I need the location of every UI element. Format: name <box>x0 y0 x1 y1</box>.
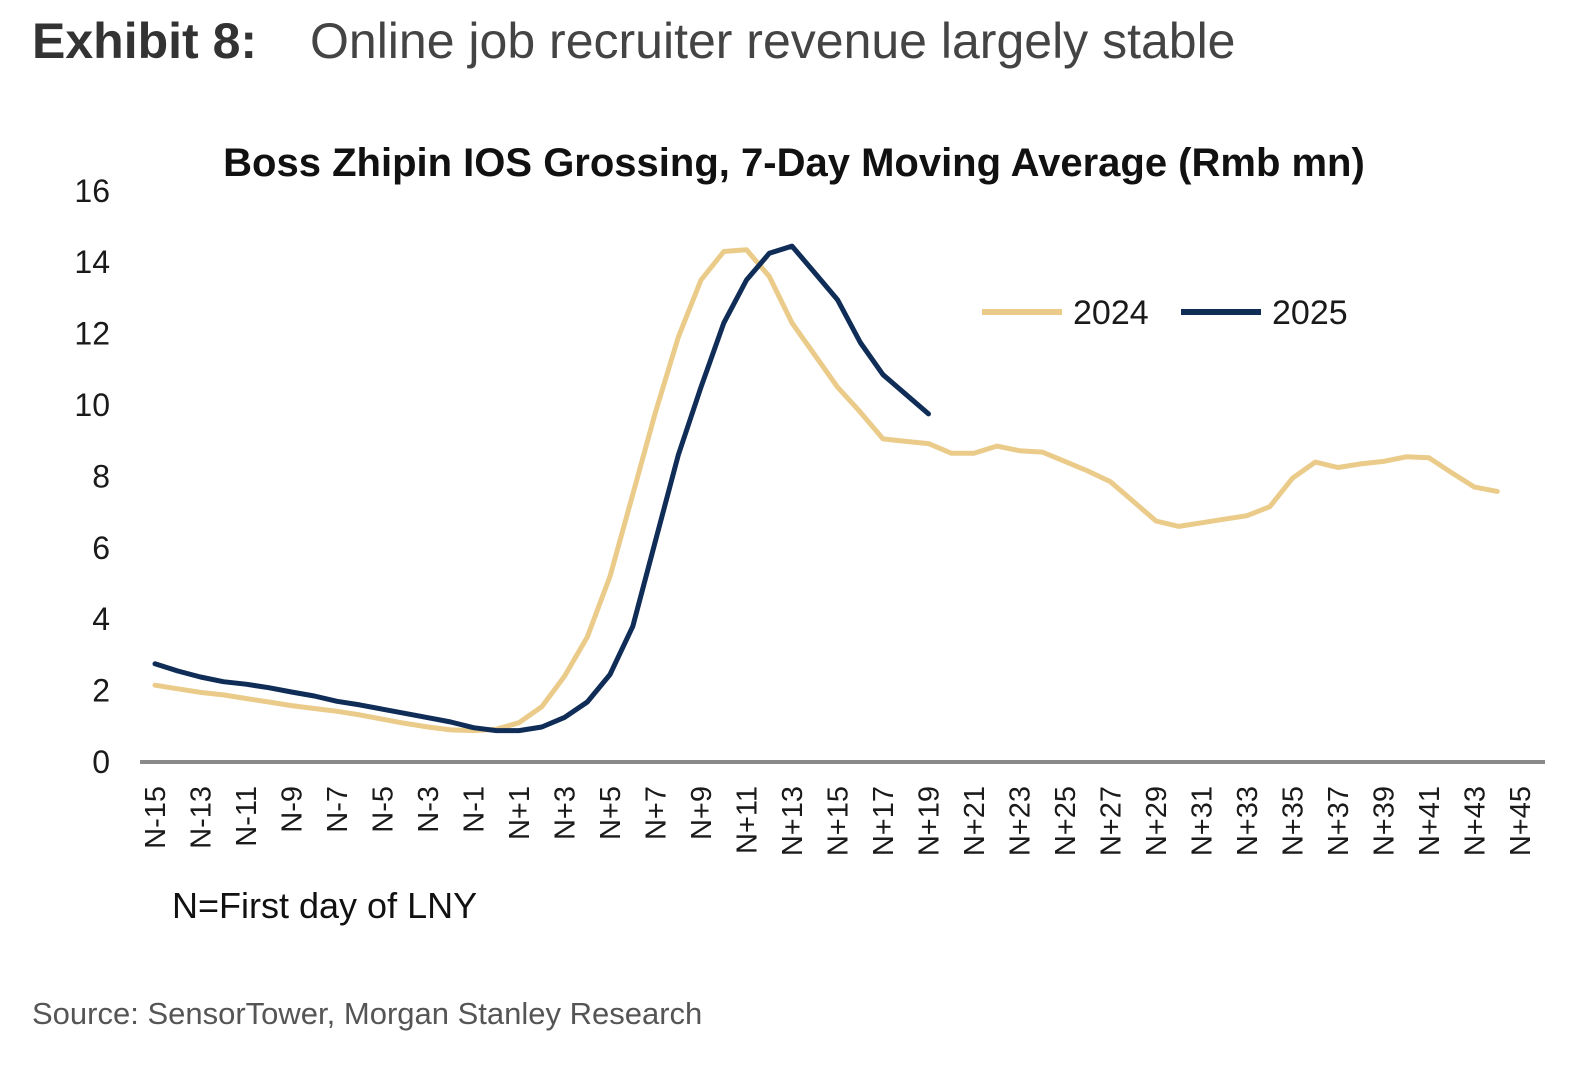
y-tick-label: 2 <box>92 673 110 709</box>
y-axis: 0 2 4 6 8 10 12 14 16 <box>74 173 110 780</box>
x-tick-label: N+3 <box>550 786 582 840</box>
x-tick-label: N+9 <box>686 786 718 840</box>
exhibit-label: Exhibit 8: <box>32 13 258 69</box>
x-tick-label: N-7 <box>322 786 354 833</box>
legend: 2024 2025 <box>982 294 1348 332</box>
x-tick-label: N+15 <box>823 786 855 856</box>
y-tick-label: 10 <box>74 387 110 423</box>
x-tick-label: N+33 <box>1232 786 1264 856</box>
x-tick-label: N+21 <box>959 786 991 856</box>
source-note: Source: SensorTower, Morgan Stanley Rese… <box>32 996 703 1031</box>
x-tick-label: N+11 <box>732 786 764 854</box>
x-tick-label: N+5 <box>595 786 627 840</box>
x-tick-label: N-13 <box>186 786 218 849</box>
y-tick-label: 0 <box>92 744 110 780</box>
x-tick-label: N+45 <box>1505 786 1537 856</box>
x-tick-label: N+43 <box>1460 786 1492 856</box>
x-tick-label: N+17 <box>868 786 900 856</box>
legend-label-2024: 2024 <box>1073 294 1149 332</box>
x-tick-label: N+13 <box>777 786 809 856</box>
series-layer <box>152 243 1500 734</box>
x-tick-label: N+37 <box>1323 786 1355 856</box>
x-tick-label: N+1 <box>504 786 536 840</box>
x-tick-label: N+29 <box>1141 786 1173 856</box>
x-tick-label: N-9 <box>277 786 309 833</box>
x-tick-label: N+41 <box>1414 786 1446 856</box>
y-tick-label: 14 <box>74 244 110 280</box>
x-axis: N-15 N-13 N-11 N-9 N-7 N-5 N-3 N-1 N+1 N+3 N+5 N+7 N… <box>140 786 1537 856</box>
series-line-2024 <box>152 247 1500 734</box>
x-tick-label: N-5 <box>368 786 400 833</box>
x-tick-label: N-15 <box>140 786 172 849</box>
x-tick-label: N+23 <box>1005 786 1037 856</box>
y-tick-label: 12 <box>74 316 110 352</box>
x-tick-label: N+19 <box>914 786 946 856</box>
y-tick-label: 4 <box>92 601 110 637</box>
x-tick-label: N+35 <box>1278 786 1310 856</box>
lny-note: N=First day of LNY <box>172 885 477 926</box>
x-tick-label: N+25 <box>1050 786 1082 856</box>
legend-label-2025: 2025 <box>1272 294 1348 332</box>
x-tick-label: N+39 <box>1369 786 1401 856</box>
x-tick-label: N-11 <box>231 786 263 847</box>
x-tick-label: N+7 <box>641 786 673 840</box>
x-tick-label: N-1 <box>459 786 491 833</box>
x-tick-label: N+27 <box>1096 786 1128 856</box>
x-tick-label: N-3 <box>413 786 445 833</box>
x-tick-label: N+31 <box>1187 786 1219 856</box>
y-tick-label: 16 <box>74 173 110 209</box>
chart-title: Boss Zhipin IOS Grossing, 7-Day Moving A… <box>223 141 1365 185</box>
series-line-2025 <box>152 243 931 734</box>
line-chart: Boss Zhipin IOS Grossing, 7-Day Moving A… <box>74 141 1545 926</box>
exhibit-title: Online job recruiter revenue largely sta… <box>310 13 1236 69</box>
y-tick-label: 6 <box>92 530 110 566</box>
y-tick-label: 8 <box>92 458 110 494</box>
